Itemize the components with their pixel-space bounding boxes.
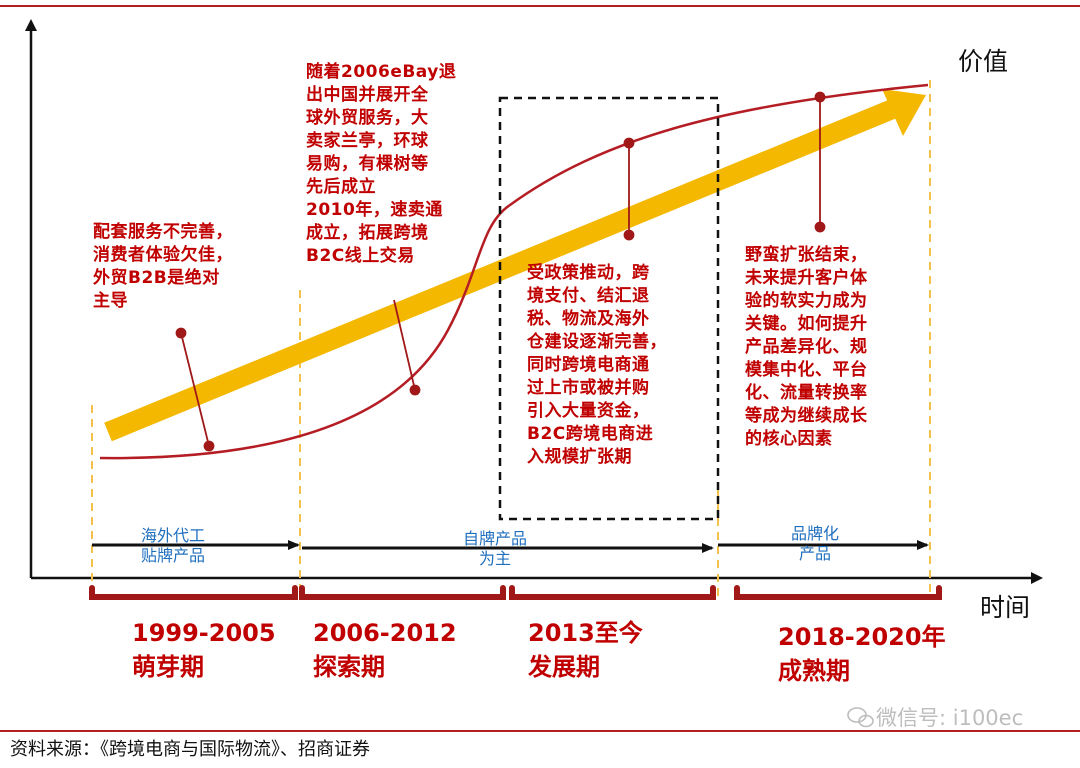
pointer-dot xyxy=(814,91,826,103)
y-axis-label: 价值 xyxy=(958,47,1009,76)
product-stage-oem: 海外代工 贴牌产品 xyxy=(140,526,205,565)
note-pointers xyxy=(175,91,826,452)
period-brackets xyxy=(89,585,942,600)
note-budding-stage: 配套服务不完善， 消费者体验欠佳， 外贸B2B是绝对 主导 xyxy=(93,222,233,311)
value-trend-arrow xyxy=(104,98,899,442)
note-development-stage: 受政策推动，跨 境支付、结汇退 税、物流及海外 仓建设逐渐完善， 同时跨境电商通… xyxy=(527,263,667,467)
bracket-2013 xyxy=(509,585,716,600)
pointer-dot xyxy=(409,384,421,396)
wechat-icon xyxy=(847,707,874,728)
bracket-2018-2020 xyxy=(734,585,942,600)
period-2013-now: 2013至今 发展期 xyxy=(528,619,643,681)
period-1999-2005: 1999-2005 萌芽期 xyxy=(132,619,276,681)
bracket-2006-2012 xyxy=(299,585,506,600)
source-note: 资料来源：《跨境电商与国际物流》、招商证券 xyxy=(10,739,370,760)
period-2018-2020: 2018-2020年 成熟期 xyxy=(778,623,946,685)
bracket-1999-2005 xyxy=(89,585,298,600)
period-2006-2012: 2006-2012 探索期 xyxy=(313,619,457,681)
pointer-dot xyxy=(623,229,635,241)
value-trend-arrowhead xyxy=(882,89,926,136)
x-axis-label: 时间 xyxy=(980,593,1031,622)
development-highlight-box xyxy=(498,96,720,521)
pointer-dot xyxy=(814,221,826,233)
note-exploring-stage: 随着2006eBay退 出中国并展开全 球外贸服务，大 卖家兰亭，环球 易购，有… xyxy=(306,62,457,266)
growth-s-curve xyxy=(99,83,929,460)
product-stage-own-brand: 自牌产品 为主 xyxy=(462,529,527,568)
product-stage-arrows xyxy=(92,540,929,553)
watermark: 微信号: i100ec xyxy=(876,706,1024,730)
note-mature-stage: 野蛮扩张结束， 未来提升客户体 验的软实力成为 关键。如何提升 产品差异化、规 … xyxy=(745,245,868,449)
pointer-dot xyxy=(175,327,187,339)
pointer-dot xyxy=(203,440,215,452)
pointer-dot xyxy=(623,137,635,149)
period-guides xyxy=(91,80,931,600)
product-stage-branded: 品牌化 产品 xyxy=(790,524,839,563)
